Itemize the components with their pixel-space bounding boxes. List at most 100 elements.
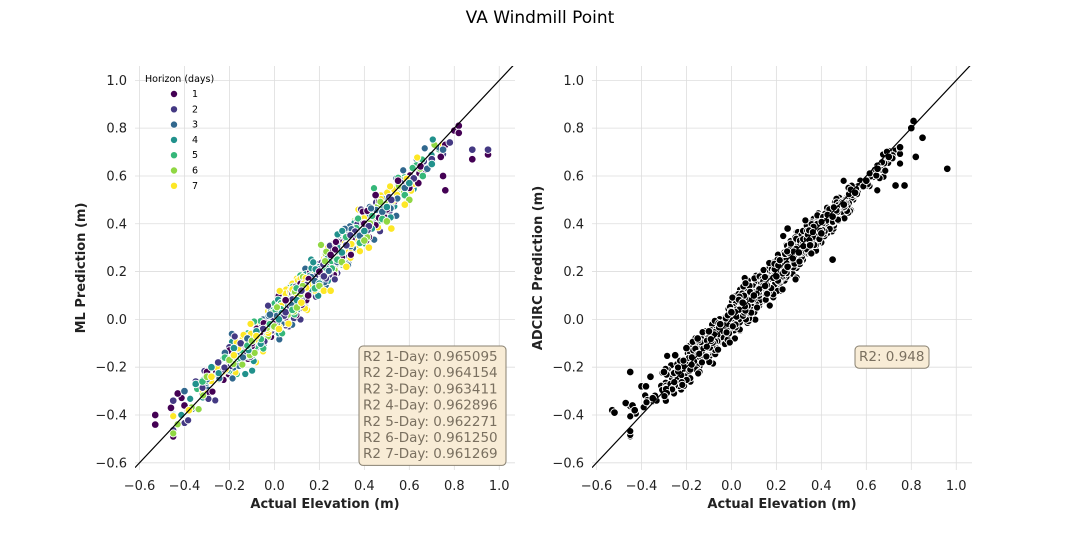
scatter-point-cloud <box>324 266 333 275</box>
scatter-point-cloud <box>246 319 255 328</box>
y-tick-label: 0.6 <box>563 169 584 184</box>
legend-label: 6 <box>192 166 198 177</box>
scatter-point <box>150 420 160 429</box>
legend-marker <box>169 181 178 190</box>
scatter-point <box>213 358 223 367</box>
scatter-point-cloud <box>725 338 734 347</box>
x-tick-label: 0.0 <box>264 479 285 494</box>
x-tick-label: −0.2 <box>671 479 703 494</box>
annotation-line: R2 7-Day: 0.961269 <box>363 446 498 462</box>
y-tick-label: 1.0 <box>106 74 127 89</box>
scatter-point-cloud <box>354 214 363 223</box>
scatter-point-cloud <box>369 184 379 193</box>
x-tick-label: 1.0 <box>489 479 510 494</box>
scatter-point <box>646 372 655 382</box>
scatter-point-cloud <box>214 369 223 378</box>
scatter-point <box>281 296 290 305</box>
scatter-point-cloud <box>173 420 182 429</box>
scatter-point-cloud <box>228 374 237 383</box>
legend-marker <box>169 151 178 160</box>
scatter-point-cloud <box>702 342 711 351</box>
x-tick-label: −0.2 <box>214 479 246 494</box>
x-axis-label: Actual Elevation (m) <box>707 497 856 512</box>
x-tick-label: 0.4 <box>354 479 375 494</box>
legend-title: Horizon (days) <box>145 74 214 85</box>
scatter-point <box>436 152 446 162</box>
scatter-point <box>715 319 725 329</box>
scatter-point-cloud <box>839 176 848 185</box>
scatter-point <box>364 243 374 252</box>
y-axis-label: ML Prediction (m) <box>74 203 89 334</box>
scatter-point-cloud <box>316 240 326 249</box>
scatter-point-cloud <box>248 366 257 375</box>
legend-label: 7 <box>192 181 198 192</box>
scatter-point <box>342 241 351 250</box>
legend: Horizon (days) 1 2 3 4 5 6 7 <box>145 74 214 192</box>
legend-label: 1 <box>192 89 198 100</box>
legend-marker <box>169 166 178 175</box>
scatter-point-cloud <box>376 197 385 206</box>
scatter-point <box>891 181 900 190</box>
scatter-point <box>274 324 284 334</box>
scatter-point <box>303 291 313 300</box>
scatter-point <box>900 181 909 190</box>
scatter-point-cloud <box>208 387 217 396</box>
y-tick-label: −0.2 <box>95 361 127 376</box>
scatter-point <box>760 281 770 291</box>
scatter-point-cloud <box>663 351 672 360</box>
scatter-point-cloud <box>760 272 769 282</box>
scatter-point <box>393 176 403 185</box>
y-axis-label: ADCIRC Prediction (m) <box>531 186 546 350</box>
chart-panel-2: −0.6 −0.4 −0.2 0.0 0.2 0.4 0.6 0.8 1.0 −0.6 −0.4 −0… <box>531 66 972 512</box>
scatter-point-cloud <box>386 182 395 191</box>
scatter-point-cloud <box>872 171 881 180</box>
scatter-point-cloud <box>678 380 687 389</box>
scatter-point <box>670 351 680 360</box>
scatter-point-cloud <box>263 301 273 310</box>
chart-panel-1: −0.6 −0.4 −0.2 0.0 0.2 0.4 0.6 0.8 1.0 −0.6 −0.4 −0… <box>74 66 515 512</box>
annotation-line: R2 5-Day: 0.962271 <box>363 414 498 430</box>
legend-marker <box>169 120 178 129</box>
scatter-point <box>207 372 216 382</box>
scatter-point <box>468 154 477 164</box>
scatter-point-cloud <box>184 416 193 425</box>
scatter-point-cloud <box>241 369 250 379</box>
x-tick-label: −0.4 <box>626 479 658 494</box>
scatter-point-cloud <box>895 159 905 168</box>
scatter-point <box>445 138 455 147</box>
scatter-point-cloud <box>238 360 247 369</box>
scatter-point-cloud <box>220 363 229 372</box>
scatter-point <box>682 343 691 353</box>
scatter-point <box>252 331 261 341</box>
scatter-point-cloud <box>284 319 293 328</box>
annotation-line: R2 6-Day: 0.961250 <box>363 430 498 446</box>
scatter-point-cloud <box>722 328 731 337</box>
scatter-point <box>438 145 448 154</box>
scatter-point-cloud <box>428 135 437 144</box>
figure-title: VA Windmill Point <box>465 8 615 28</box>
scatter-point-cloud <box>211 396 220 405</box>
y-tick-label: −0.2 <box>552 361 584 376</box>
annotation-line: R2 3-Day: 0.963411 <box>363 381 498 397</box>
scatter-point-cloud <box>626 427 635 436</box>
scatter-point <box>418 171 428 181</box>
x-tick-label: 0.6 <box>856 479 877 494</box>
scatter-point-cloud <box>275 286 284 295</box>
scatter-point-cloud <box>309 258 318 267</box>
y-tick-label: 0.4 <box>563 217 584 232</box>
scatter-point <box>693 334 702 343</box>
scatter-point-cloud <box>753 303 762 312</box>
scatter-point-cloud <box>778 285 787 294</box>
x-tick-label: 0.4 <box>811 479 832 494</box>
scatter-point-cloud <box>775 256 784 265</box>
legend-label: 5 <box>192 150 198 161</box>
y-tick-label: 0.2 <box>106 265 127 280</box>
scatter-point <box>641 382 651 391</box>
scatter-point-cloud <box>694 369 703 378</box>
reference-line <box>135 66 514 469</box>
y-tick-label: −0.4 <box>552 409 584 424</box>
annotation-line: R2: 0.948 <box>859 349 924 365</box>
scatter-point <box>630 405 639 415</box>
scatter-point-cloud <box>741 279 750 288</box>
